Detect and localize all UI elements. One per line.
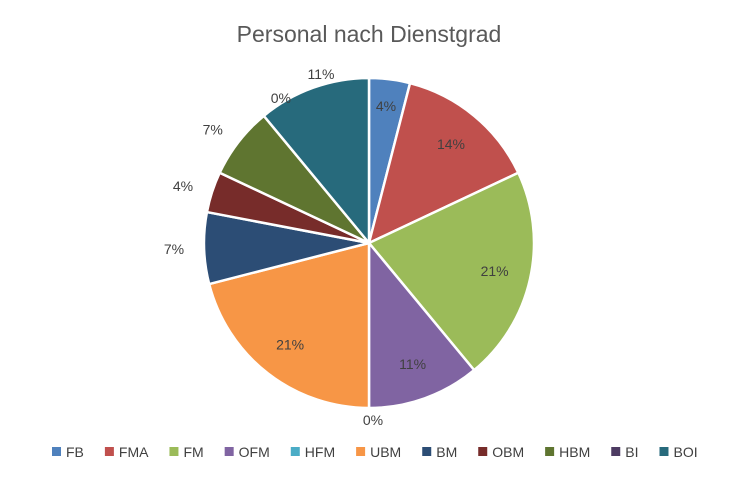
legend-item-ofm: OFM	[224, 444, 270, 460]
pie-slice-fma	[367, 81, 520, 245]
pie-slice-ofm	[367, 241, 476, 410]
data-label-fm: 21%	[481, 263, 509, 279]
chart-legend: FB FMA FM OFM HFM UBM BM OBM HBM BI BOI	[52, 444, 698, 460]
legend-item-hbm: HBM	[545, 444, 590, 460]
legend-label-bi: BI	[625, 444, 638, 460]
legend-swatch-fb	[52, 447, 61, 456]
legend-item-fma: FMA	[104, 444, 149, 460]
legend-swatch-obm	[478, 447, 488, 456]
legend-label-hbm: HBM	[559, 444, 590, 460]
legend-label-ubm: UBM	[370, 444, 401, 460]
legend-swatch-fma	[104, 447, 114, 456]
pie-data-labels: 4% 14% 21% 11% 0% 21% 7% 4% 7% 0% 11%	[164, 66, 509, 428]
legend-label-fm: FM	[183, 444, 203, 460]
legend-label-bm: BM	[436, 444, 457, 460]
data-label-hfm: 0%	[363, 412, 383, 428]
legend-item-fb: FB	[52, 444, 84, 460]
legend-label-boi: BOI	[673, 444, 697, 460]
pie-slice-fm	[367, 171, 536, 372]
legend-swatch-boi	[659, 447, 669, 456]
data-label-hbm: 7%	[203, 122, 223, 138]
data-label-obm: 4%	[173, 178, 193, 194]
legend-swatch-hbm	[545, 447, 555, 456]
legend-item-boi: BOI	[659, 444, 698, 460]
legend-label-hfm: HFM	[305, 444, 335, 460]
legend-item-hfm: HFM	[290, 444, 335, 460]
legend-label-fma: FMA	[119, 444, 149, 460]
legend-item-ubm: UBM	[356, 444, 401, 460]
pie-slice-boi	[262, 76, 371, 245]
data-label-boi: 11%	[308, 66, 335, 82]
data-label-fb: 4%	[376, 98, 396, 114]
legend-item-bi: BI	[611, 444, 638, 460]
legend-swatch-bm	[422, 447, 432, 456]
legend-swatch-bi	[611, 447, 621, 456]
data-label-bm: 7%	[164, 241, 184, 257]
data-label-bi: 0%	[271, 90, 291, 106]
legend-item-bm: BM	[422, 444, 457, 460]
pie-slices	[202, 76, 536, 410]
legend-swatch-ubm	[356, 447, 366, 456]
legend-item-obm: OBM	[478, 444, 524, 460]
legend-swatch-hfm	[290, 447, 300, 456]
legend-item-fm: FM	[169, 444, 204, 460]
data-label-ofm: 11%	[399, 356, 426, 372]
chart-title: Personal nach Dienstgrad	[237, 21, 502, 47]
legend-label-obm: OBM	[492, 444, 524, 460]
data-label-ubm: 21%	[276, 337, 304, 353]
legend-swatch-fm	[169, 447, 179, 456]
legend-label-ofm: OFM	[239, 444, 270, 460]
legend-label-fb: FB	[66, 444, 84, 460]
legend-swatch-ofm	[224, 447, 234, 456]
pie-slice-ubm	[207, 241, 371, 410]
data-label-fma: 14%	[437, 136, 465, 152]
